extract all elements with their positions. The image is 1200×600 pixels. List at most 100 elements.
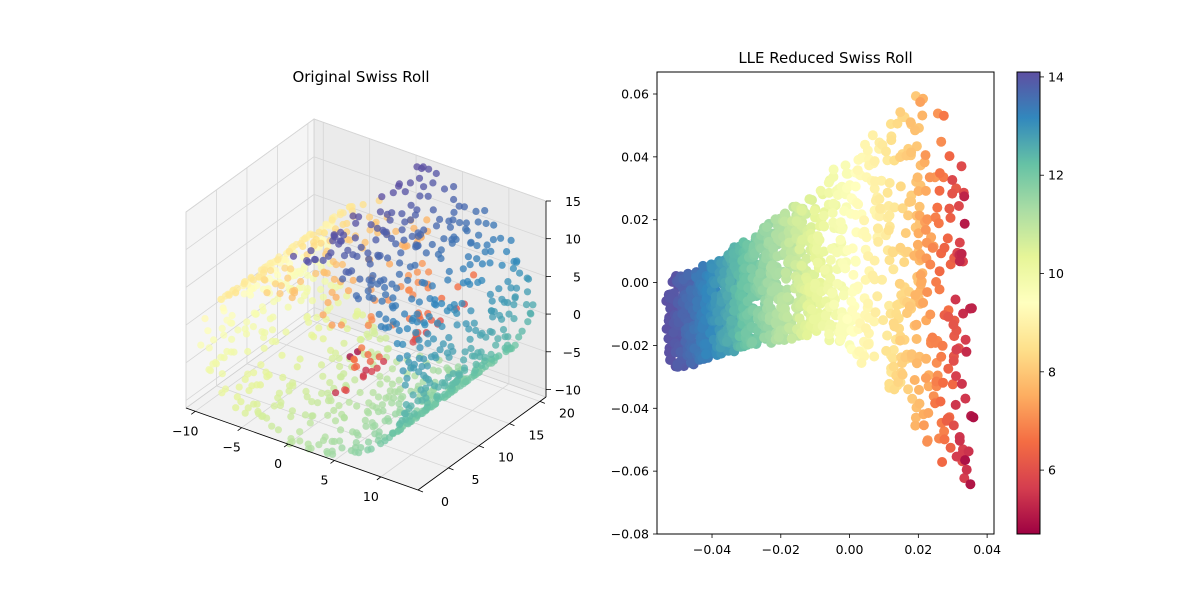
- scatter-point-3d: [403, 374, 411, 382]
- scatter-point-lle: [938, 110, 949, 121]
- scatter-point-3d: [365, 293, 373, 301]
- scatter-point-3d: [411, 211, 419, 219]
- scatter-point-lle: [825, 273, 836, 284]
- scatter-point-3d: [388, 429, 397, 437]
- scatter-point-lle: [819, 264, 830, 275]
- scatter-point-3d: [440, 235, 448, 243]
- colorbar-frame: [1016, 71, 1041, 535]
- scatter-point-3d: [428, 240, 436, 249]
- scatter-point-3d: [337, 321, 345, 329]
- scatter-point-3d: [501, 344, 509, 352]
- scatter-point-lle: [840, 263, 851, 274]
- scatter-point-3d: [362, 422, 370, 430]
- scatter-point-lle: [701, 349, 711, 360]
- scatter-point-lle: [960, 455, 971, 466]
- scatter-point-3d: [245, 387, 253, 395]
- scatter-point-lle: [840, 160, 851, 171]
- scatter-point-3d: [453, 321, 461, 329]
- grid-line-x: [380, 383, 510, 478]
- scatter-point-3d: [378, 401, 386, 409]
- scatter-point-3d: [440, 185, 449, 193]
- scatter-point-lle: [870, 176, 880, 187]
- scatter-point-lle: [725, 275, 735, 286]
- scatter-point-lle: [954, 435, 965, 446]
- scatter-point-lle: [948, 355, 959, 366]
- scatter-point-3d: [341, 386, 349, 394]
- x-tick-label: 0.00: [836, 542, 864, 557]
- scatter-point-lle: [832, 247, 842, 258]
- scatter-point-lle: [960, 334, 971, 345]
- scatter-point-3d: [424, 330, 432, 338]
- scatter-point-lle: [884, 255, 895, 266]
- scatter-point-3d: [358, 344, 366, 352]
- scatter-point-3d: [274, 256, 282, 264]
- scatter-point-lle: [786, 333, 797, 344]
- scatter-point-3d: [425, 165, 433, 173]
- scatter-point-3d: [421, 321, 429, 329]
- scatter-point-3d: [353, 402, 361, 410]
- scatter-point-3d: [375, 253, 383, 261]
- scatter-point-lle: [820, 310, 831, 321]
- scatter-point-lle: [912, 239, 923, 250]
- scatter-point-lle: [945, 442, 956, 453]
- scatter-point-3d: [396, 354, 404, 362]
- scatter-point-3d: [343, 325, 351, 333]
- scatter-point-lle: [950, 399, 961, 410]
- scatter-point-3d: [217, 295, 225, 303]
- z-tick-label: 15: [565, 194, 581, 209]
- scatter-point-3d: [237, 398, 245, 406]
- scatter-point-lle: [953, 201, 964, 211]
- scatter-point-3d: [328, 288, 336, 296]
- scatter-point-lle: [791, 216, 802, 227]
- scatter-point-lle: [897, 369, 908, 380]
- scatter-point-lle: [911, 358, 922, 369]
- scatter-point-3d: [395, 326, 403, 335]
- scatter-point-lle: [825, 255, 836, 265]
- scatter-point-3d: [443, 307, 451, 315]
- scatter-point-lle: [921, 353, 932, 364]
- scatter-point-3d: [302, 387, 310, 395]
- scatter-point-lle: [943, 311, 954, 322]
- scatter-point-lle: [850, 255, 861, 266]
- scatter-point-lle: [932, 202, 943, 213]
- scatter-point-3d: [328, 355, 336, 363]
- scatter-point-lle: [874, 194, 885, 205]
- scatter-point-3d: [364, 351, 372, 359]
- scatter-point-3d: [228, 311, 236, 320]
- scatter-point-lle: [915, 97, 926, 107]
- scatter-point-lle: [804, 194, 815, 205]
- scatter-point-3d: [406, 216, 415, 224]
- x-axis-line: [185, 407, 419, 491]
- scatter-point-3d: [474, 218, 482, 226]
- scatter-point-3d: [303, 271, 312, 279]
- scatter-point-lle: [915, 270, 926, 280]
- scatter-point-3d: [205, 344, 213, 352]
- scatter-point-3d: [436, 215, 444, 223]
- scatter-point-lle: [828, 171, 839, 182]
- scatter-point-3d: [410, 224, 418, 232]
- grid-line-z: [185, 156, 315, 251]
- scatter-point-3d: [259, 307, 267, 315]
- scatter-point-lle: [954, 237, 965, 248]
- scatter-point-lle: [912, 172, 923, 183]
- scatter-point-lle: [947, 379, 958, 390]
- scatter-point-3d: [429, 179, 437, 187]
- scatter-point-lle: [934, 168, 945, 179]
- scatter-point-3d: [300, 292, 309, 300]
- scatter-point-3d: [296, 428, 304, 436]
- scatter-point-3d: [336, 362, 344, 371]
- colorbar-ticks: 6 8 10 12 14: [1040, 69, 1064, 478]
- scatter-point-lle: [771, 282, 782, 293]
- scatter-point-3d: [350, 355, 358, 363]
- scatter-point-3d: [382, 315, 390, 323]
- scatter-point-3d: [366, 357, 374, 365]
- scatter-point-3d: [317, 239, 325, 247]
- scatter-point-lle: [918, 420, 929, 431]
- scatter-point-3d: [324, 397, 333, 405]
- scatter-point-3d: [312, 270, 320, 278]
- scatter-point-lle: [924, 172, 935, 183]
- scatter-point-lle: [860, 139, 870, 150]
- scatter-point-3d: [444, 373, 452, 381]
- scatter-point-lle: [906, 147, 917, 158]
- x-tick-mark: [376, 476, 382, 481]
